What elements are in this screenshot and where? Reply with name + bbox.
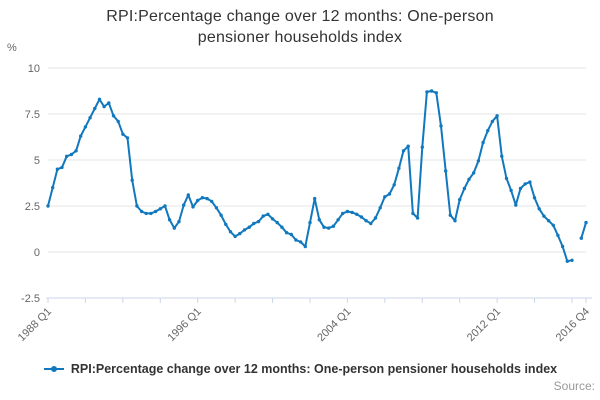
legend-label: RPI:Percentage change over 12 months: On… [70,362,558,376]
chart-title: RPI:Percentage change over 12 months: On… [0,6,600,48]
y-axis-tick-label: 7.5 [25,109,40,121]
y-axis-tick-label: -2.5 [21,293,40,305]
x-axis-tick-label: 2016 Q4 [554,306,592,344]
chart-title-line1: RPI:Percentage change over 12 months: On… [106,8,494,25]
legend-item[interactable]: RPI:Percentage change over 12 months: On… [0,360,600,378]
y-axis-unit-label: % [7,42,17,54]
legend-line-marker-icon [43,366,64,372]
y-axis-tick-label: 2.5 [25,201,40,213]
chart-title-line2: pensioner households index [197,29,403,46]
y-axis-tick-label: 0 [34,247,40,259]
y-axis-tick-label: 10 [28,63,40,75]
x-axis-tick-label: 1988 Q1 [16,306,54,344]
source-label: Source: [553,379,595,393]
x-axis-tick-label: 1996 Q1 [165,306,203,344]
x-axis-tick-label: 2012 Q1 [465,306,503,344]
x-axis-tick-label: 2004 Q1 [315,306,353,344]
y-axis-tick-label: 5 [34,155,40,167]
